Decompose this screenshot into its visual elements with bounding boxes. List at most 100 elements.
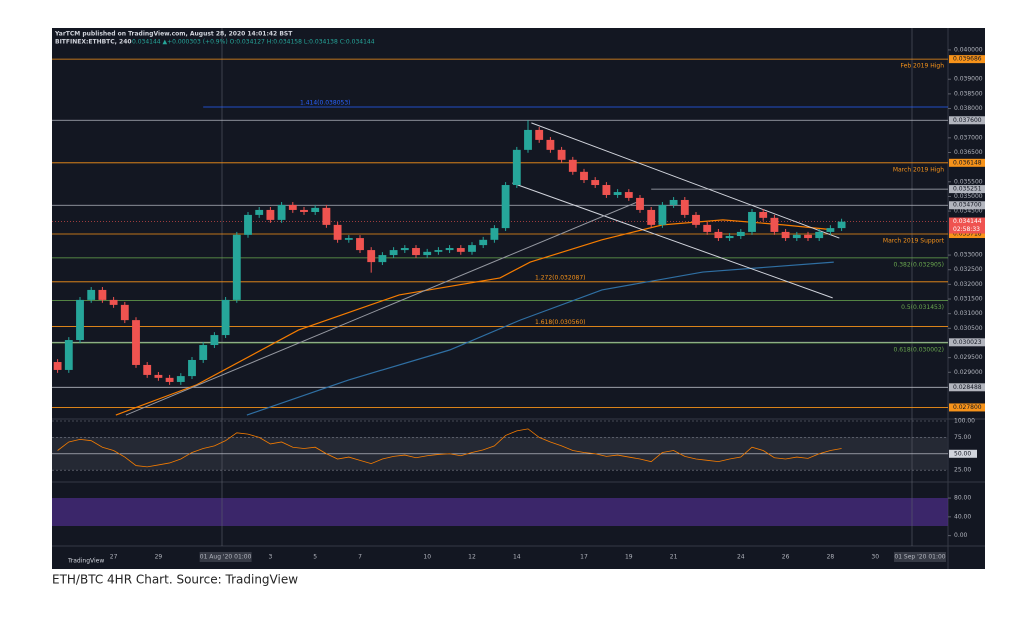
candle-body [221,299,230,336]
candle-body [680,199,689,215]
level-box-label: 0.036148 [953,159,982,166]
level-box-label: 0.027800 [953,404,982,411]
level-box-label: 0.035251 [953,186,982,193]
x-tick-label: 7 [358,554,362,561]
candle-body [591,180,600,186]
candle-body [748,211,756,232]
level-box [949,158,985,167]
x-tick-label: 26 [782,554,790,561]
y-tick-label: 0.035500 [954,178,983,185]
x-tick-label: 28 [827,554,835,561]
candle-body [154,374,163,378]
candle-body [434,250,443,252]
candle-body [64,340,73,370]
candle-body [468,245,476,252]
level-box-label: 0.033718 [953,231,982,238]
candle-body [288,204,297,210]
x-tick-label: 24 [737,554,745,561]
y-tick-label: 0.029500 [954,354,983,361]
x-tick-label: 30 [871,554,879,561]
candle-body [76,299,84,341]
last-price-box [949,217,985,234]
caption: ETH/BTC 4HR Chart. Source: TradingView [52,573,298,587]
level-box [949,185,985,194]
candle-body [456,248,465,252]
x-tick-label: 10 [423,554,431,561]
level-box [949,201,985,210]
level-note: 0.382(0.032905) [894,261,945,268]
candle-body [826,228,835,232]
x-tick-label: 27 [110,554,118,561]
candle-body [815,231,824,239]
candle-body [647,209,656,225]
candle-body [412,248,420,256]
y-tick-label: 0.030500 [954,325,983,332]
candle-body [311,207,320,212]
y-tick-label: 0.031000 [954,310,983,317]
y-tick-label: 0.032500 [954,266,983,273]
candle-body [479,239,488,246]
candle-body [535,129,544,140]
candle-body [524,129,532,150]
candle-body [98,289,107,300]
x-tick-label: 17 [580,554,588,561]
countdown: 02:58:33 [953,226,980,233]
x-tick-label: 21 [670,554,678,561]
candle-body [244,214,252,235]
level-note: 1.272(0.032087) [535,274,586,281]
candle-body [602,185,611,195]
x-tick-label: 19 [625,554,633,561]
candle-body [277,204,286,220]
level-box [949,116,985,125]
logo: TradingView [67,558,104,565]
header: YarTCM published on TradingView.com, Aug… [54,31,293,38]
candle-body [703,224,712,232]
rsi-line [57,428,842,468]
candle-body [333,224,342,240]
rsi-tick-label: 50.00 [954,450,971,457]
chart-background [52,28,985,569]
trendline [512,182,833,299]
candle-body [423,251,432,256]
crosshair-time-box [199,552,252,562]
y-tick-label: 0.037000 [954,134,983,141]
candle-body [188,359,196,377]
x-tick-label: 01 Sep '20 01:00 [894,554,945,561]
stoch-tick-label: 80.00 [954,495,971,502]
x-tick-label: 01 Aug '20 01:00 [200,554,252,561]
stoch-tick-label: 0.00 [954,532,968,539]
y-tick-label: 0.036500 [954,149,983,156]
y-tick-label: 0.031500 [954,296,983,303]
rsi-tick-label: 100.00 [954,418,975,425]
candle-body [557,149,566,160]
candle-body [266,209,275,220]
candle-body [692,214,700,225]
level-box-label: 0.034700 [953,202,982,209]
y-tick-label: 0.035000 [954,193,983,200]
candle-body [109,299,118,305]
moving-average [115,219,834,416]
candle-body [176,376,185,382]
stoch-band [52,498,948,526]
candle-body [804,234,812,239]
candle-body [255,209,264,215]
x-tick-label: 12 [468,554,476,561]
candle-body [512,149,521,186]
candle-body [389,250,398,256]
level-box [949,55,985,64]
candle-body [837,221,846,229]
candle-body [378,255,387,263]
candle-body [210,335,219,346]
candle-body [781,231,790,239]
candle-body [725,236,734,239]
candle-body [770,217,779,232]
candle-body [759,211,768,218]
rsi-box [949,449,977,458]
candle-body [87,289,96,300]
candle-body [165,377,174,382]
y-tick-label: 0.038500 [954,90,983,97]
x-tick-label: 14 [513,554,521,561]
moving-average [246,261,834,416]
rsi-tick-label: 25.00 [954,467,971,474]
